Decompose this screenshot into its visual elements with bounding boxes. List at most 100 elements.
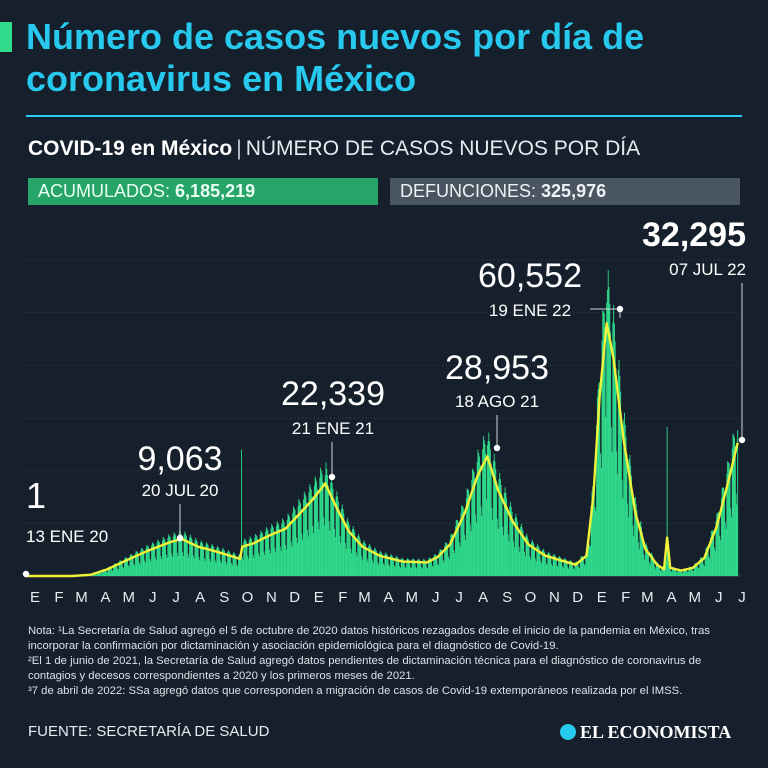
daily-bar: [272, 527, 274, 576]
footnote-3: ³7 de abril de 2022: SSa agregó datos qu…: [28, 685, 683, 697]
daily-bar: [411, 559, 413, 576]
daily-bar: [513, 541, 515, 576]
daily-bar: [438, 552, 440, 576]
daily-bar: [452, 535, 454, 576]
daily-bar: [484, 443, 486, 576]
daily-bar: [232, 553, 234, 576]
daily-bar: [203, 546, 204, 576]
daily-bar: [251, 539, 253, 576]
daily-bar: [546, 565, 548, 576]
daily-bar: [722, 487, 724, 576]
daily-bar: [103, 569, 105, 576]
daily-bar: [497, 528, 499, 576]
daily-bar: [717, 511, 719, 576]
daily-bar: [155, 557, 156, 576]
daily-bar: [706, 546, 708, 576]
daily-bar: [488, 432, 490, 576]
brand-logo: EL ECONOMISTA: [560, 722, 731, 743]
daily-bar: [384, 554, 386, 576]
daily-bar: [116, 564, 118, 576]
daily-bar: [687, 572, 689, 576]
daily-bar: [510, 502, 511, 576]
daily-bar: [608, 287, 610, 576]
daily-bar: [237, 555, 239, 576]
daily-bar: [417, 560, 418, 576]
daily-bar: [345, 548, 347, 576]
daily-bar: [127, 559, 129, 576]
daily-bar: [529, 556, 531, 576]
daily-bar: [311, 496, 313, 576]
daily-bar: [303, 499, 304, 576]
daily-bar: [175, 535, 177, 576]
peak-marker: [738, 436, 746, 444]
daily-bar: [614, 341, 616, 576]
daily-bar: [460, 512, 462, 576]
daily-bar: [501, 494, 503, 576]
daily-bar: [491, 507, 493, 576]
daily-bar: [174, 533, 176, 576]
daily-bar: [631, 489, 633, 576]
acumulados-label: ACUMULADOS:: [38, 181, 171, 201]
daily-bar: [144, 562, 146, 576]
daily-bar: [485, 453, 487, 576]
daily-bar: [437, 563, 439, 576]
daily-bar: [632, 525, 634, 576]
daily-bar: [419, 560, 421, 576]
daily-bar: [450, 534, 452, 576]
daily-bar: [700, 557, 701, 576]
daily-bar: [564, 557, 566, 576]
daily-bar: [282, 520, 284, 576]
daily-bar: [271, 524, 273, 576]
daily-bar: [469, 524, 471, 576]
daily-bar: [337, 501, 339, 576]
daily-bar: [499, 472, 501, 576]
daily-bar: [449, 539, 451, 576]
daily-bar: [648, 561, 650, 576]
daily-bar: [520, 526, 522, 576]
daily-bar: [710, 531, 712, 576]
daily-bar: [498, 479, 500, 576]
daily-bar: [565, 558, 567, 576]
daily-bar: [531, 542, 532, 576]
daily-bar: [189, 534, 191, 576]
daily-bar: [136, 551, 138, 576]
daily-bar: [361, 556, 363, 576]
daily-bar: [252, 554, 254, 576]
daily-bar: [557, 566, 559, 576]
daily-bar: [254, 537, 256, 576]
daily-bar: [600, 467, 602, 576]
daily-bar: [212, 545, 214, 576]
daily-bar: [492, 519, 494, 576]
daily-bar: [721, 487, 723, 576]
daily-bar: [655, 561, 657, 576]
daily-bar: [495, 469, 497, 576]
daily-bar: [258, 556, 260, 576]
daily-bar: [670, 570, 672, 576]
daily-bar: [235, 556, 237, 576]
peak-marker: [328, 473, 336, 481]
daily-bar: [736, 504, 738, 576]
daily-bar: [287, 513, 289, 576]
daily-bar: [412, 558, 414, 576]
daily-bar: [99, 571, 101, 576]
daily-bar: [134, 553, 136, 576]
daily-bar: [241, 556, 243, 576]
daily-bar: [693, 565, 695, 576]
daily-bar: [151, 542, 153, 576]
daily-bar: [285, 545, 287, 576]
daily-bar: [201, 542, 203, 576]
daily-bar: [162, 537, 164, 576]
daily-bar: [696, 562, 698, 576]
daily-bar: [288, 515, 290, 576]
daily-bar: [579, 558, 581, 576]
daily-bar: [257, 539, 259, 576]
daily-bar: [120, 560, 122, 576]
daily-bar: [312, 526, 314, 576]
daily-bar: [203, 557, 205, 576]
daily-bar: [134, 565, 135, 576]
daily-bar: [482, 436, 484, 576]
daily-bar: [684, 568, 686, 576]
acumulados-value: 6,185,219: [175, 181, 256, 201]
daily-bar: [489, 449, 491, 576]
daily-bar: [214, 559, 216, 576]
